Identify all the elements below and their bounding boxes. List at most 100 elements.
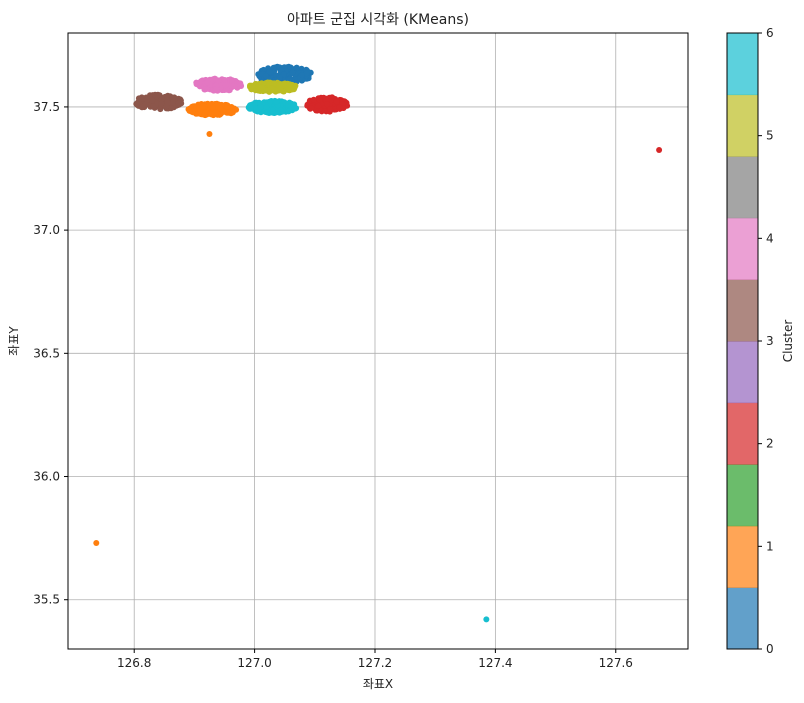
data-point <box>231 83 238 90</box>
data-point <box>237 82 243 89</box>
plot-area <box>67 32 689 650</box>
outlier-point <box>483 616 490 623</box>
data-point <box>158 100 165 107</box>
data-point <box>175 100 182 106</box>
colorbar-tick-label: 6 <box>766 26 774 40</box>
data-point <box>270 64 277 71</box>
data-point <box>331 106 338 113</box>
data-point <box>225 109 232 116</box>
cluster-points <box>245 97 300 116</box>
colorbar-segment <box>727 156 758 219</box>
data-point <box>291 84 298 91</box>
data-point <box>221 77 228 83</box>
colorbar-segment <box>727 217 758 280</box>
data-point <box>159 96 165 103</box>
data-point <box>217 105 224 112</box>
data-point <box>138 104 145 111</box>
colorbar-label: Cluster <box>781 320 795 363</box>
outlier-point <box>206 131 213 138</box>
data-point <box>269 107 276 114</box>
data-point <box>252 99 258 106</box>
data-point <box>215 77 222 84</box>
data-point <box>149 97 156 104</box>
data-point <box>315 102 322 109</box>
data-point <box>195 81 202 88</box>
cluster-points <box>193 75 245 94</box>
data-point <box>333 98 340 105</box>
data-point <box>298 72 305 79</box>
data-point <box>144 97 151 103</box>
data-point <box>285 101 291 108</box>
y-tick-label: 37.0 <box>33 223 60 237</box>
y-tick-label: 37.5 <box>33 100 60 114</box>
plot-frame <box>67 32 689 650</box>
colorbar-tick-label: 2 <box>766 437 774 451</box>
data-point <box>329 94 335 101</box>
colorbar-tick-label: 1 <box>766 539 774 553</box>
data-point <box>207 111 214 118</box>
data-point <box>202 109 209 116</box>
data-point <box>157 106 164 113</box>
colorbar-tick-label: 0 <box>766 642 774 656</box>
colorbar-segment <box>727 587 758 650</box>
data-point <box>290 103 297 110</box>
colorbar-segment <box>727 402 758 465</box>
data-point <box>308 105 315 111</box>
x-axis-ticks: 126.8 127.0 127.2 127.4 127.6 <box>117 649 633 670</box>
outlier-point <box>656 147 663 154</box>
outlier-point <box>93 540 100 547</box>
data-point <box>247 105 254 112</box>
data-point <box>224 103 231 110</box>
x-tick-label: 127.6 <box>599 656 633 670</box>
data-point <box>255 83 262 90</box>
data-point <box>262 73 269 79</box>
data-point <box>150 103 157 110</box>
data-point <box>204 79 211 86</box>
data-point <box>268 85 275 92</box>
data-point <box>336 104 343 111</box>
grid-lines <box>68 33 688 649</box>
x-tick-label: 126.8 <box>117 656 151 670</box>
x-tick-label: 127.4 <box>478 656 512 670</box>
data-point <box>199 103 206 110</box>
data-point <box>169 95 176 102</box>
colorbar-segment <box>727 525 758 588</box>
x-tick-label: 127.0 <box>237 656 271 670</box>
data-point <box>286 81 293 88</box>
colorbar-segment <box>727 279 758 342</box>
data-point <box>280 81 287 87</box>
data-point <box>324 101 330 108</box>
data-points <box>93 63 663 623</box>
y-axis-label: 좌표Y <box>7 326 21 356</box>
x-axis-label: 좌표X <box>363 677 393 691</box>
data-point <box>276 74 283 81</box>
data-point <box>263 104 270 111</box>
data-point <box>147 92 153 99</box>
cluster-points <box>133 91 185 113</box>
data-point <box>257 103 264 110</box>
data-point <box>273 98 280 105</box>
data-point <box>316 96 323 103</box>
cluster-points <box>247 79 299 95</box>
data-point <box>280 71 287 78</box>
colorbar-segment <box>727 33 758 96</box>
data-point <box>210 104 216 111</box>
colorbar-segment <box>727 464 758 527</box>
data-point <box>289 69 296 76</box>
data-point <box>213 86 220 93</box>
data-point <box>310 96 317 103</box>
data-point <box>164 100 171 106</box>
data-point <box>263 109 270 116</box>
y-tick-label: 35.5 <box>33 593 60 607</box>
colorbar-tick-label: 5 <box>766 129 774 143</box>
data-point <box>212 109 219 116</box>
data-point <box>266 68 273 75</box>
cluster-points <box>185 100 240 119</box>
cluster-points <box>304 94 351 115</box>
data-point <box>152 91 159 98</box>
y-axis-ticks: 35.5 36.0 36.5 37.0 37.5 <box>33 100 68 607</box>
data-point <box>133 100 140 107</box>
colorbar: 0 1 2 3 4 5 6 <box>726 26 774 656</box>
x-tick-label: 127.2 <box>358 656 392 670</box>
